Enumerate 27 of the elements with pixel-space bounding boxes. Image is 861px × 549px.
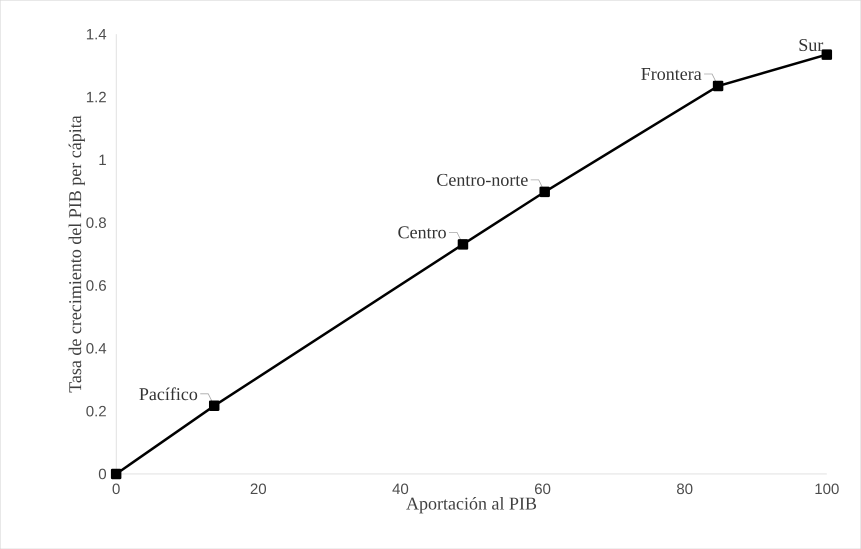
y-axis-title: Tasa de crecimiento del PIB per cápita bbox=[68, 115, 85, 392]
x-tick-label: 100 bbox=[815, 483, 839, 494]
point bbox=[458, 239, 468, 250]
x-tick-label: 60 bbox=[534, 483, 550, 494]
y-tick-label: 0.4 bbox=[86, 342, 106, 354]
annotation: Centro bbox=[398, 226, 446, 238]
y-tick-label: 0.2 bbox=[86, 406, 106, 416]
point bbox=[539, 186, 550, 198]
y-tick-label: 0.8 bbox=[86, 217, 106, 228]
annotation: Sur bbox=[800, 38, 824, 52]
y-tick-label: 1.2 bbox=[86, 92, 106, 102]
x-axis-title: Aportación al PIB bbox=[406, 496, 536, 514]
x-tick-label: 80 bbox=[677, 483, 692, 494]
x-tick-label: 20 bbox=[250, 483, 266, 494]
point bbox=[822, 49, 832, 60]
annotation: Frontera bbox=[641, 68, 702, 80]
y-tick-label: 0 bbox=[98, 468, 106, 480]
y-tick-label: 1 bbox=[99, 154, 106, 165]
x-tick-label: 40 bbox=[392, 483, 408, 494]
y-tick-label: 1.4 bbox=[86, 28, 106, 40]
point bbox=[110, 468, 122, 480]
x-tick-label: 0 bbox=[112, 483, 120, 494]
point bbox=[712, 80, 724, 92]
point bbox=[208, 400, 220, 411]
annotation: Centro-norte bbox=[437, 174, 528, 186]
y-tick-label: 0.6 bbox=[86, 280, 106, 291]
annotation: Pacífico bbox=[139, 387, 198, 400]
